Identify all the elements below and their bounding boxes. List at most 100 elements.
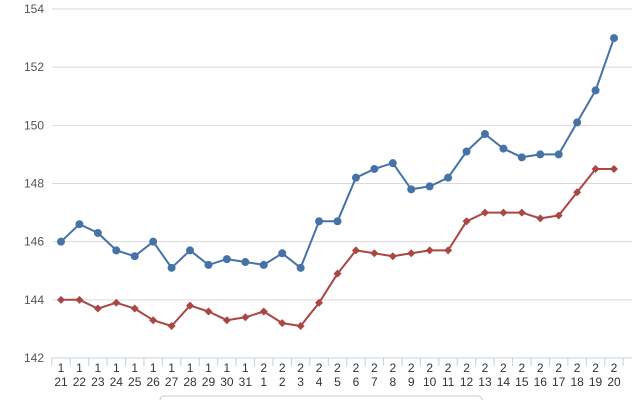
data-point	[204, 260, 213, 269]
data-point	[517, 208, 526, 217]
data-point	[610, 164, 618, 173]
data-point	[444, 246, 453, 255]
y-tick-label: 152	[24, 60, 44, 74]
x-tick-label: 2 15	[515, 361, 529, 389]
series-1	[57, 34, 618, 272]
data-point	[241, 313, 250, 322]
data-point	[93, 228, 102, 237]
x-tick-label: 2 16	[534, 361, 548, 389]
data-point	[407, 185, 416, 194]
data-point	[222, 316, 231, 325]
data-point	[573, 118, 582, 127]
x-tick-label: 2 20	[607, 361, 621, 389]
x-tick-label: 2 14	[497, 361, 511, 389]
data-point	[591, 164, 600, 173]
x-tick-label: 1 27	[165, 361, 179, 389]
data-point	[499, 208, 508, 217]
data-point	[499, 144, 508, 153]
x-axis: 1 21 1 22 1 23 1 24 1 25 1 26 1 27 1 28 1 29 1 30 1 31 2 1 2 2 2 3 2…	[51, 357, 632, 389]
y-tick-label: 144	[24, 293, 44, 307]
data-point	[536, 214, 545, 223]
x-tick-label: 1 25	[128, 361, 142, 389]
data-point	[186, 301, 195, 310]
data-point	[610, 34, 618, 43]
data-point	[462, 217, 471, 226]
y-tick-label: 150	[24, 118, 44, 132]
x-tick-label: 1 30	[220, 361, 234, 389]
data-point	[186, 246, 195, 255]
x-tick-label: 1 28	[183, 361, 197, 389]
x-tick-label: 1 31	[239, 361, 253, 389]
data-point	[351, 173, 360, 182]
data-point	[167, 263, 176, 272]
data-point	[480, 130, 489, 139]
data-point	[296, 322, 305, 331]
data-point	[278, 319, 287, 328]
data-point	[75, 220, 84, 229]
series-group	[57, 34, 618, 331]
data-point	[517, 153, 526, 162]
data-point	[130, 304, 139, 313]
data-point	[573, 188, 582, 197]
data-point	[130, 252, 139, 261]
x-tick-label: 2 19	[589, 361, 603, 389]
data-point	[167, 322, 176, 331]
data-point	[57, 295, 65, 304]
data-point	[149, 316, 158, 325]
grid	[52, 8, 632, 359]
data-point	[204, 307, 213, 316]
x-tick-label: 2 12	[460, 361, 474, 389]
series-2	[57, 164, 618, 331]
x-tick-label: 1 26	[146, 361, 160, 389]
data-point	[315, 298, 324, 307]
data-point	[480, 208, 489, 217]
data-point	[278, 249, 287, 258]
data-point	[259, 307, 268, 316]
series-line	[60, 37, 615, 269]
data-point	[222, 255, 231, 264]
x-tick-label: 1 24	[110, 361, 124, 389]
data-point	[536, 150, 545, 159]
data-point	[57, 237, 65, 246]
data-point	[407, 249, 416, 258]
x-tick-label: 1 21	[54, 361, 68, 389]
y-tick-label: 146	[24, 235, 44, 249]
data-point	[554, 150, 563, 159]
data-point	[93, 304, 102, 313]
data-point	[388, 159, 397, 168]
y-axis: 142 144 146 148 150 152 154	[24, 2, 44, 365]
data-point	[425, 246, 434, 255]
data-point	[425, 182, 434, 191]
x-tick-label: 2 10	[423, 361, 437, 389]
data-point	[112, 298, 121, 307]
x-tick-label: 1 29	[202, 361, 216, 389]
data-point	[591, 86, 600, 95]
series-line	[61, 168, 614, 327]
x-tick-label: 1 23	[91, 361, 105, 389]
y-tick-label: 154	[24, 2, 44, 16]
data-point	[351, 246, 360, 255]
x-tick-label: 2 13	[478, 361, 492, 389]
data-point	[370, 164, 379, 173]
x-tick-label: 1 22	[73, 361, 87, 389]
data-point	[333, 217, 342, 226]
data-point	[296, 263, 305, 272]
y-tick-label: 148	[24, 177, 44, 191]
data-point	[75, 295, 84, 304]
data-point	[112, 246, 121, 255]
data-point	[333, 269, 342, 278]
data-point	[462, 147, 471, 156]
x-tick-label: 2 18	[570, 361, 584, 389]
data-point	[149, 237, 158, 246]
data-point	[241, 258, 250, 267]
y-tick-label: 142	[24, 351, 44, 365]
